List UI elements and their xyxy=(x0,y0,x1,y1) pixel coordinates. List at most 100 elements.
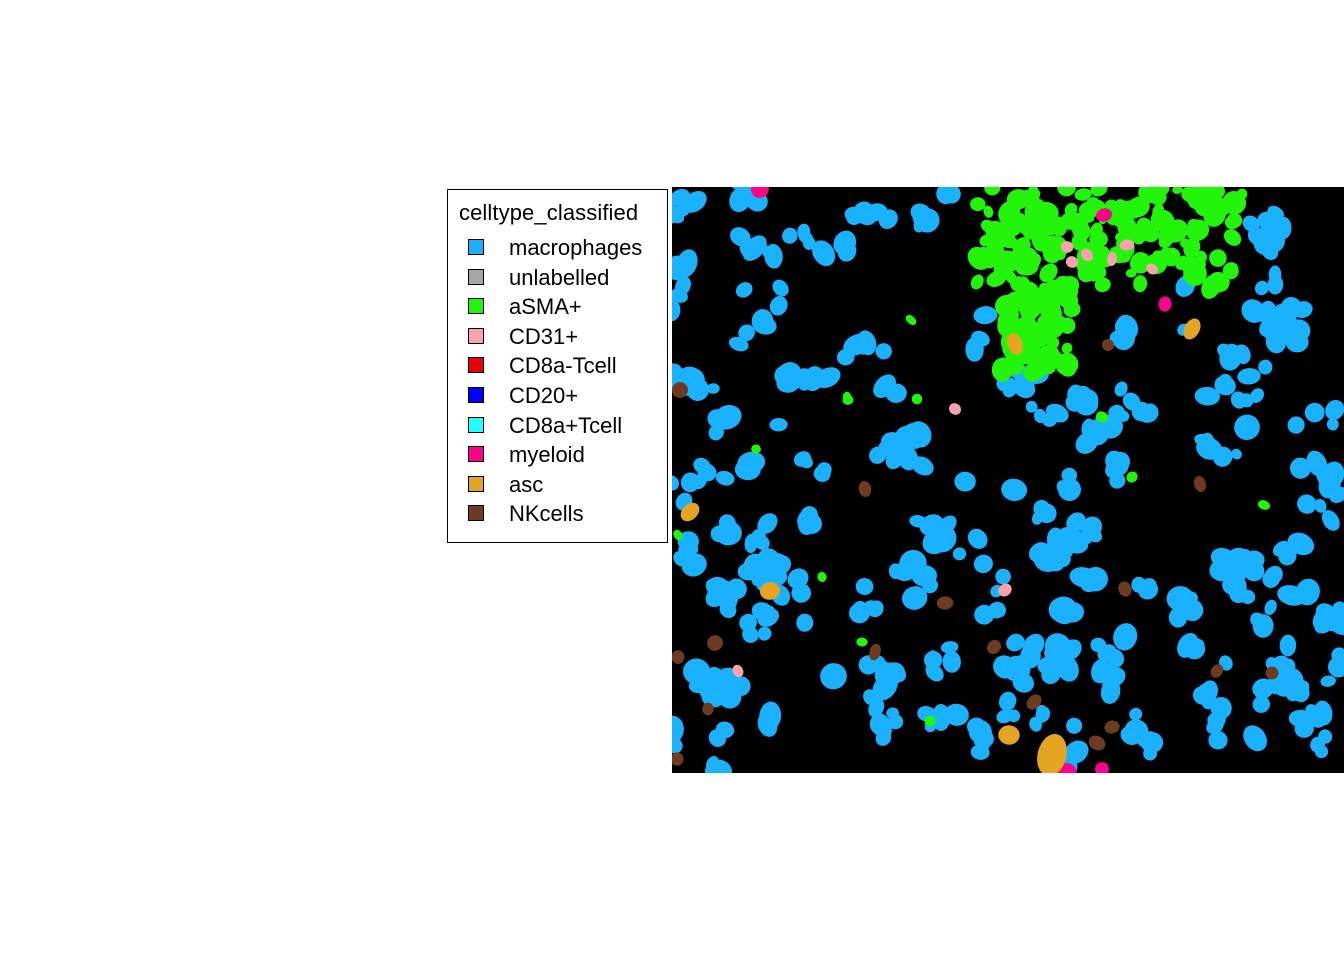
macrophage-cell xyxy=(727,578,747,599)
asma-cell xyxy=(983,205,994,218)
asma-cell xyxy=(1090,187,1108,197)
asma-cell xyxy=(993,231,1010,248)
asma-cell xyxy=(1094,277,1111,293)
macrophage-cell xyxy=(1109,330,1126,347)
macrophage-cell xyxy=(1073,388,1099,410)
macrophage-cell xyxy=(998,691,1017,712)
macrophage-cell xyxy=(1324,609,1344,632)
asma-cell xyxy=(1096,411,1108,423)
cd31-cell xyxy=(1119,239,1135,251)
cell-layer xyxy=(672,187,1344,773)
macrophage-cell xyxy=(1210,547,1238,570)
macrophage-cell xyxy=(754,535,770,551)
macrophage-cell xyxy=(1237,368,1261,385)
asma-cell xyxy=(1028,350,1048,367)
asma-cell xyxy=(1063,301,1081,318)
macrophage-cell xyxy=(769,568,788,586)
macrophage-cell xyxy=(887,714,904,730)
macrophage-cell xyxy=(675,199,692,217)
asma-cell xyxy=(984,187,1001,196)
macrophage-cell xyxy=(820,663,847,690)
legend-swatch xyxy=(468,475,484,492)
macrophage-cell xyxy=(710,525,727,543)
macrophage-cell xyxy=(1210,697,1232,720)
cell-segmentation-map xyxy=(672,187,1344,773)
myeloid-cell xyxy=(751,187,769,199)
legend-swatch xyxy=(468,239,484,255)
asma-cell xyxy=(673,529,683,541)
macrophage-cell xyxy=(967,717,986,736)
asma-cell xyxy=(1226,212,1243,228)
macrophage-cell xyxy=(735,187,751,193)
asma-cell xyxy=(1222,263,1239,280)
macrophage-cell xyxy=(1320,675,1336,687)
asma-cell xyxy=(1186,187,1206,195)
asma-cell xyxy=(1133,275,1148,293)
macrophage-cell xyxy=(772,279,789,297)
asma-cell xyxy=(1049,216,1067,237)
macrophage-cell xyxy=(1090,637,1107,653)
asma-cell xyxy=(970,197,986,212)
macrophage-cell xyxy=(1325,399,1344,421)
legend-label: NKcells xyxy=(509,501,584,527)
macrophage-cell xyxy=(757,513,778,534)
macrophage-cell xyxy=(1224,567,1239,582)
macrophage-cell xyxy=(1326,418,1339,431)
macrophage-cell xyxy=(734,458,761,481)
macrophage-cell xyxy=(856,204,878,226)
macrophage-cell xyxy=(1061,601,1084,623)
macrophage-cell xyxy=(730,227,751,247)
macrophage-cell xyxy=(1194,386,1220,406)
macrophage-cell xyxy=(995,604,1007,618)
macrophage-cell xyxy=(1289,457,1312,479)
macrophage-cell xyxy=(728,336,749,352)
macrophage-cell xyxy=(1007,709,1021,723)
macrophage-cell xyxy=(1105,450,1125,473)
asma-cell xyxy=(1055,352,1079,376)
macrophage-cell xyxy=(1114,381,1128,397)
macrophage-cell xyxy=(683,548,696,564)
macrophage-cell xyxy=(1268,265,1282,284)
macrophage-cell xyxy=(973,306,998,325)
legend-label: CD8a-Tcell xyxy=(509,353,617,379)
macrophage-cell xyxy=(742,626,759,643)
macrophage-cell xyxy=(782,227,798,244)
macrophage-cell xyxy=(878,723,892,737)
macrophage-cell xyxy=(929,524,957,553)
macrophage-cell xyxy=(1314,498,1327,513)
legend-swatch xyxy=(468,505,484,522)
macrophage-cell xyxy=(912,212,925,225)
legend-label: myeloid xyxy=(509,442,585,468)
cd31-cell xyxy=(998,583,1012,597)
asma-cell xyxy=(1019,300,1041,321)
cd31-cell xyxy=(1065,256,1079,268)
macrophage-cell xyxy=(1141,732,1164,754)
nk-cell xyxy=(1104,720,1120,734)
asma-cell xyxy=(856,637,868,647)
macrophage-cell xyxy=(1206,717,1224,734)
macrophage-cell xyxy=(844,206,864,222)
macrophage-cell xyxy=(1314,700,1333,726)
macrophage-cell xyxy=(909,515,927,528)
asma-cell xyxy=(1000,215,1022,237)
asma-cell xyxy=(997,312,1011,326)
legend-swatch xyxy=(468,446,484,463)
nk-cell xyxy=(1026,694,1042,710)
macrophage-cell xyxy=(1254,280,1269,296)
macrophage-cell xyxy=(874,659,892,682)
nk-cell xyxy=(1101,339,1115,351)
asma-cell xyxy=(1037,314,1051,327)
asc-cell xyxy=(1183,318,1201,340)
legend-label: CD20+ xyxy=(509,382,579,408)
macrophage-cell xyxy=(683,658,711,685)
macrophage-cell xyxy=(995,568,1011,585)
macrophage-cell xyxy=(1001,478,1028,501)
macrophage-cell xyxy=(812,240,836,267)
macrophage-cell xyxy=(797,223,811,239)
macrophage-cell xyxy=(759,701,782,731)
macrophage-cell xyxy=(1255,686,1271,700)
cd31-cell xyxy=(732,664,744,678)
macrophage-cell xyxy=(1033,499,1051,517)
legend-swatch xyxy=(468,298,484,315)
legend-label: asc xyxy=(509,471,544,497)
